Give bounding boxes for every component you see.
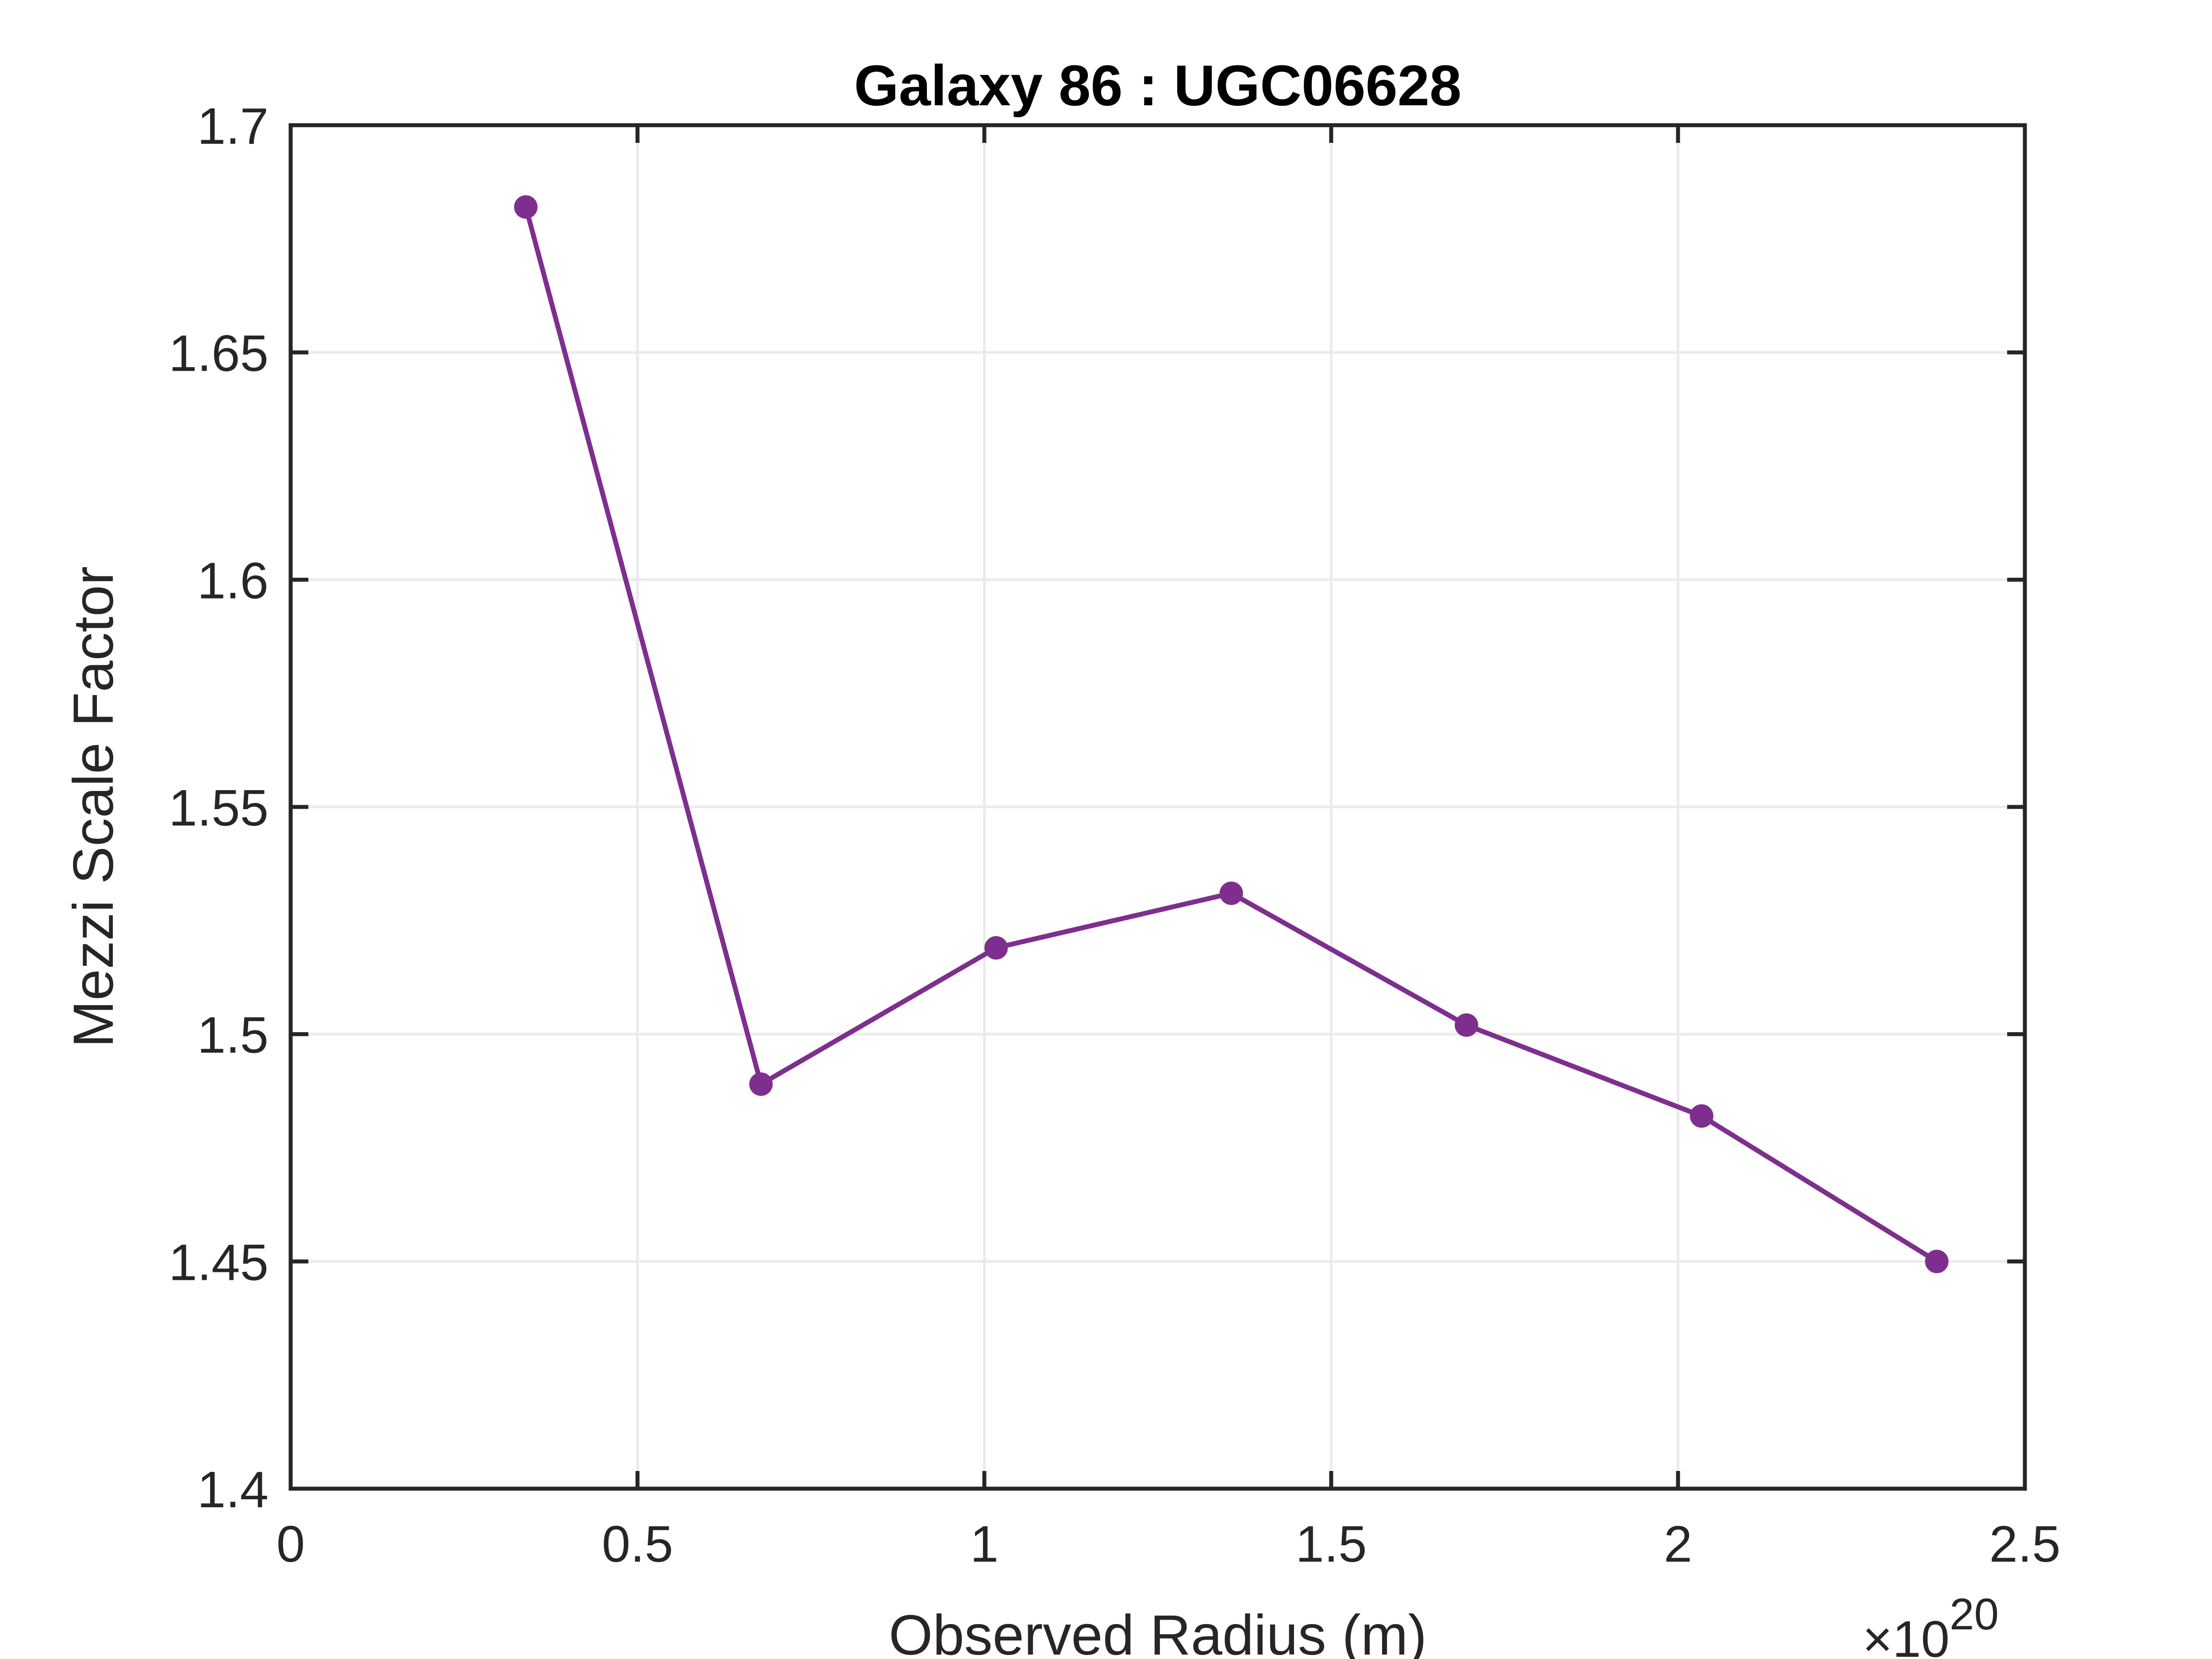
data-point bbox=[749, 1072, 773, 1096]
x-axis-exponent-power: 20 bbox=[1950, 1590, 1999, 1639]
y-tick-label: 1.6 bbox=[197, 552, 269, 609]
x-tick-label: 2.5 bbox=[1989, 1515, 2060, 1573]
y-tick-label: 1.65 bbox=[169, 325, 269, 382]
x-tick-label: 1 bbox=[970, 1515, 999, 1573]
data-point bbox=[1690, 1104, 1713, 1128]
data-point bbox=[1925, 1249, 1949, 1273]
y-tick-label: 1.55 bbox=[169, 779, 269, 837]
ticks: 0 0.5 1 1.5 2 2.5 1.4 1.45 1.5 1.55 1.6 1.65 1.7 bbox=[169, 97, 2060, 1573]
data-point bbox=[514, 195, 538, 219]
y-tick-label: 1.7 bbox=[197, 97, 269, 155]
y-axis-label: Mezzi Scale Factor bbox=[62, 566, 125, 1048]
x-tick-label: 0 bbox=[276, 1515, 305, 1573]
chart-title: Galaxy 86 : UGC06628 bbox=[854, 53, 1461, 118]
x-tick-label: 1.5 bbox=[1295, 1515, 1367, 1573]
y-tick-label: 1.4 bbox=[197, 1461, 269, 1518]
data-point bbox=[1219, 881, 1243, 905]
x-axis-exponent: ×1020 bbox=[1863, 1590, 1999, 1659]
x-axis-label: Observed Radius (m) bbox=[889, 1604, 1427, 1659]
series bbox=[514, 195, 1949, 1273]
y-tick-label: 1.45 bbox=[169, 1233, 269, 1291]
series-line bbox=[523, 204, 1939, 1264]
grid bbox=[291, 125, 2025, 1489]
y-tick-label: 1.5 bbox=[197, 1006, 269, 1064]
x-tick-label: 2 bbox=[1664, 1515, 1693, 1573]
x-axis-exponent-base: ×10 bbox=[1863, 1610, 1950, 1659]
data-point bbox=[984, 936, 1008, 960]
x-tick-label: 0.5 bbox=[602, 1515, 673, 1573]
data-point bbox=[1455, 1013, 1479, 1037]
